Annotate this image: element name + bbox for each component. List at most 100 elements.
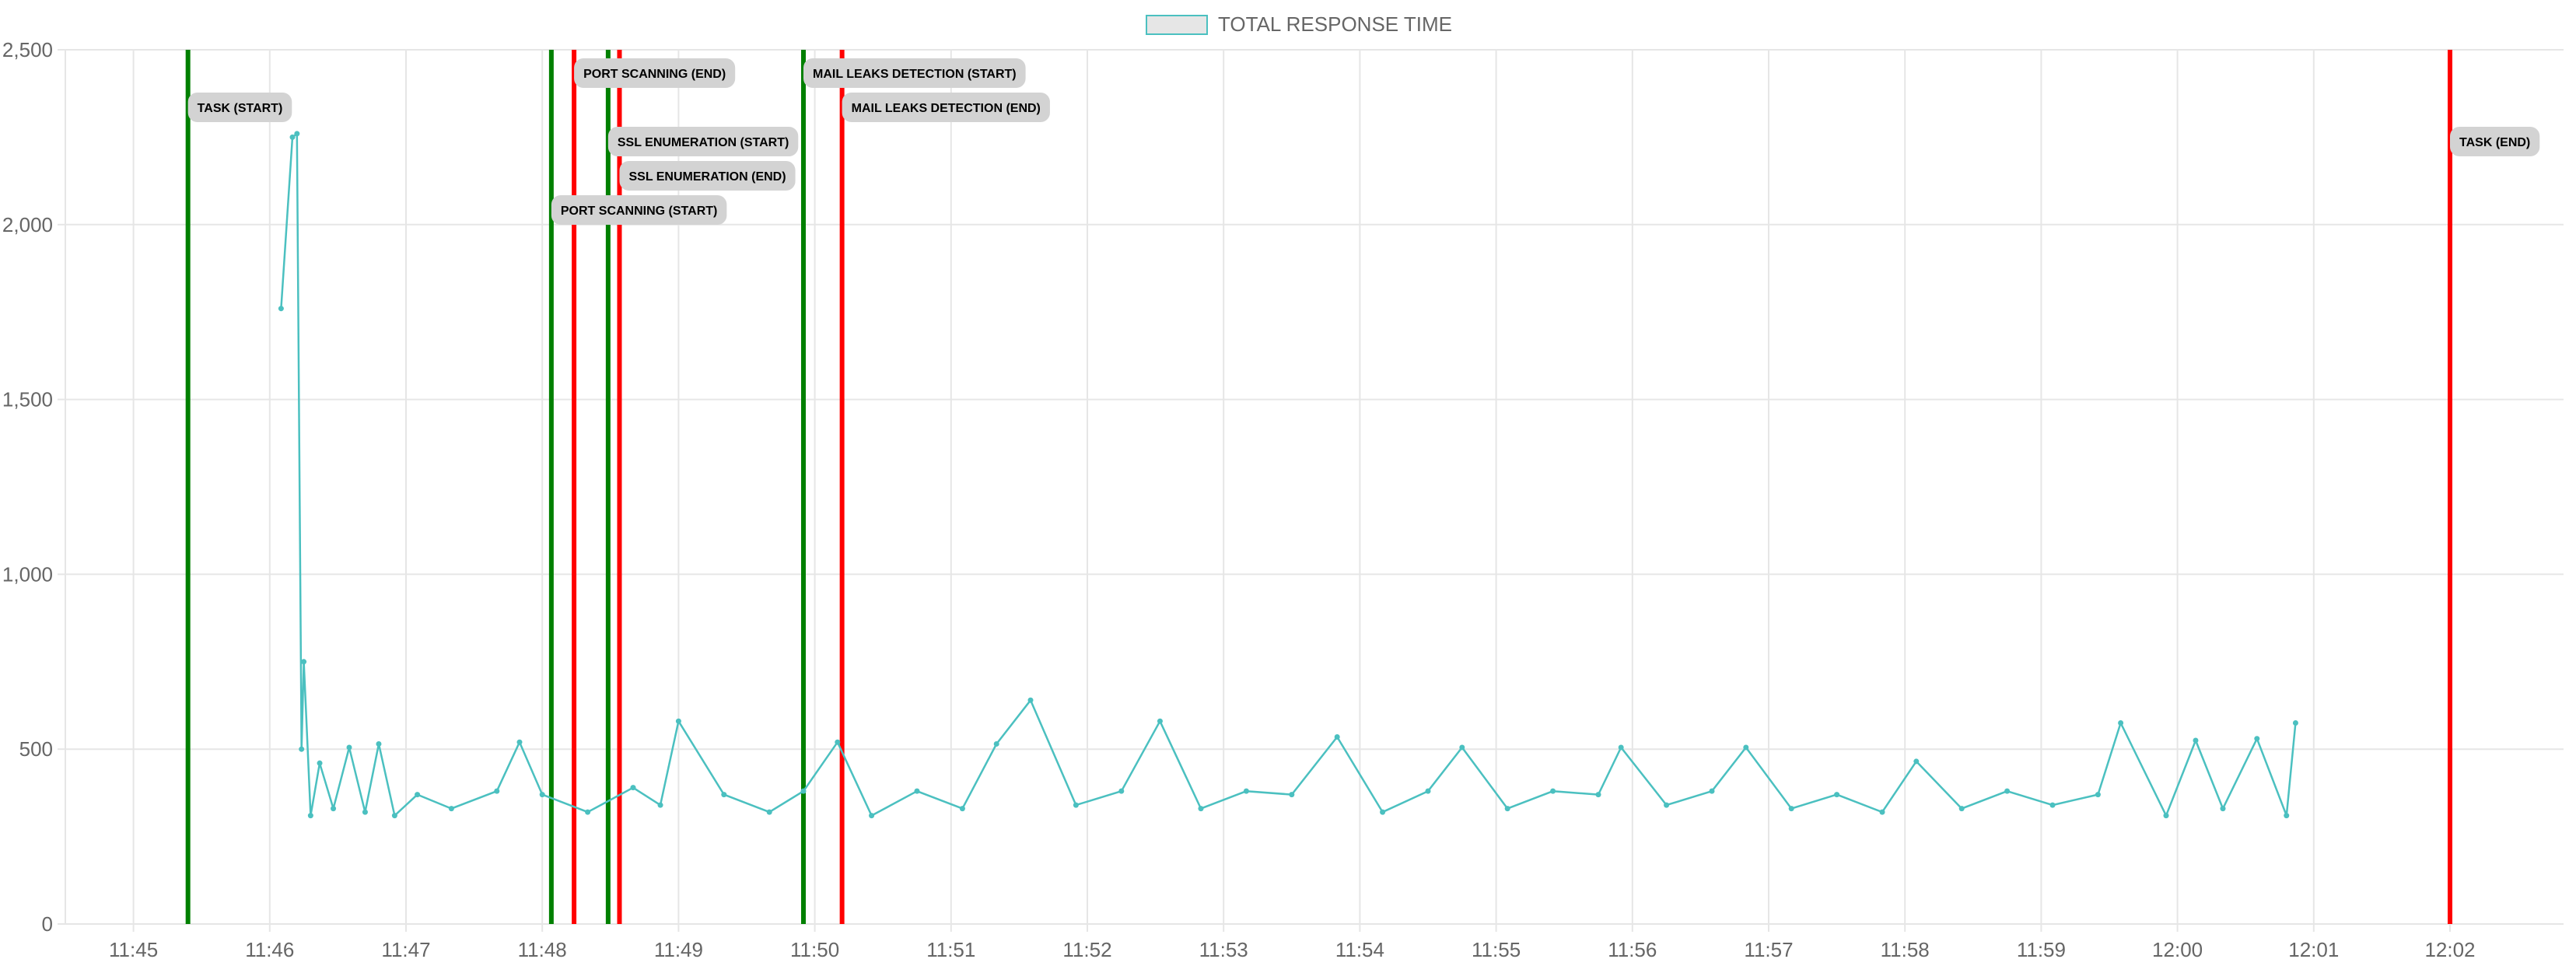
annotation-label-text: TASK (END)	[2459, 136, 2530, 149]
annotation-label[interactable]: TASK (START)	[187, 93, 292, 122]
x-tick-label: 12:02	[2424, 938, 2475, 961]
data-point[interactable]	[494, 788, 500, 794]
data-point[interactable]	[1958, 806, 1965, 812]
data-point[interactable]	[1334, 733, 1340, 740]
data-point[interactable]	[1073, 802, 1079, 808]
annotation-label[interactable]: SSL ENUMERATION (START)	[607, 127, 799, 156]
data-point[interactable]	[294, 131, 300, 137]
x-tick-label: 11:45	[109, 938, 158, 961]
data-point[interactable]	[766, 809, 772, 815]
data-point[interactable]	[448, 806, 454, 812]
data-point[interactable]	[2292, 719, 2298, 726]
data-point[interactable]	[914, 788, 920, 794]
annotation-label-box	[2450, 127, 2540, 156]
grid-layer	[65, 49, 2564, 925]
annotation-label-box	[607, 127, 799, 156]
data-point[interactable]	[630, 785, 636, 791]
data-point[interactable]	[299, 746, 305, 752]
annotation-label[interactable]: TASK (END)	[2450, 127, 2540, 156]
y-tick-label: 2,000	[2, 213, 53, 236]
data-point[interactable]	[1879, 809, 1885, 815]
data-point[interactable]	[2193, 737, 2199, 744]
data-point[interactable]	[1595, 792, 1601, 798]
data-point[interactable]	[2284, 813, 2290, 819]
annotation-label[interactable]: SSL ENUMERATION (END)	[619, 161, 796, 191]
data-point[interactable]	[317, 760, 323, 766]
series-layer	[278, 131, 2298, 819]
data-point[interactable]	[1664, 802, 1670, 808]
data-point[interactable]	[1504, 806, 1510, 812]
annotation-label-text: MAIL LEAKS DETECTION (START)	[813, 68, 1017, 81]
data-point[interactable]	[1743, 744, 1749, 751]
data-point[interactable]	[1618, 744, 1624, 751]
data-point[interactable]	[1243, 788, 1249, 794]
data-point[interactable]	[1118, 788, 1125, 794]
data-point[interactable]	[278, 306, 284, 312]
data-point[interactable]	[362, 809, 368, 815]
annotation-lines	[185, 50, 2452, 924]
x-tick-label: 11:57	[1744, 938, 1793, 961]
data-point[interactable]	[2049, 802, 2056, 808]
annotation-label-box	[187, 93, 292, 122]
data-point[interactable]	[959, 806, 965, 812]
data-point[interactable]	[346, 744, 352, 751]
x-tick-label: 11:51	[926, 938, 975, 961]
annotation-label-text: MAIL LEAKS DETECTION (END)	[852, 102, 1041, 115]
data-point[interactable]	[675, 718, 681, 724]
data-point[interactable]	[2095, 792, 2101, 798]
x-tick-label: 11:56	[1608, 938, 1657, 961]
x-tick-label: 12:01	[2288, 938, 2339, 961]
annotation-label[interactable]: MAIL LEAKS DETECTION (END)	[842, 93, 1050, 122]
annotation-label-box	[551, 195, 727, 225]
x-tick-label: 11:52	[1062, 938, 1111, 961]
data-point[interactable]	[289, 134, 296, 140]
data-point[interactable]	[301, 659, 307, 665]
data-point[interactable]	[2220, 806, 2226, 812]
data-point[interactable]	[1198, 806, 1204, 812]
data-point[interactable]	[376, 740, 382, 747]
x-tick-label: 11:59	[2017, 938, 2066, 961]
data-point[interactable]	[585, 809, 591, 815]
annotation-label[interactable]: MAIL LEAKS DETECTION (START)	[803, 58, 1026, 88]
data-point[interactable]	[835, 739, 841, 745]
data-point[interactable]	[2163, 813, 2169, 819]
data-point[interactable]	[869, 813, 875, 819]
data-point[interactable]	[307, 813, 313, 819]
data-point[interactable]	[1913, 758, 1920, 765]
data-point[interactable]	[657, 802, 663, 808]
data-point[interactable]	[1550, 788, 1556, 794]
data-point[interactable]	[800, 788, 807, 794]
annotation-label-text: PORT SCANNING (END)	[583, 68, 726, 81]
data-point[interactable]	[391, 813, 397, 819]
legend[interactable]: TOTAL RESPONSE TIME	[1146, 12, 1452, 36]
data-point[interactable]	[1834, 792, 1840, 798]
x-tick-label: 11:49	[654, 938, 703, 961]
x-tick-label: 11:46	[245, 938, 294, 961]
data-point[interactable]	[1027, 697, 1034, 703]
x-tick-label: 11:58	[1881, 938, 1930, 961]
data-point[interactable]	[1709, 788, 1715, 794]
data-point[interactable]	[2254, 736, 2260, 742]
data-point[interactable]	[415, 792, 421, 798]
data-point[interactable]	[2118, 719, 2124, 726]
data-point[interactable]	[1459, 744, 1465, 751]
y-tick-label: 2,500	[2, 38, 53, 61]
annotation-label[interactable]: PORT SCANNING (START)	[551, 195, 727, 225]
series-line	[280, 132, 2297, 817]
data-point[interactable]	[2004, 788, 2011, 794]
data-point[interactable]	[1157, 718, 1163, 724]
data-point[interactable]	[516, 739, 523, 745]
data-point[interactable]	[539, 792, 545, 798]
annotation-label-text: PORT SCANNING (START)	[561, 205, 717, 218]
data-point[interactable]	[993, 740, 999, 747]
data-point[interactable]	[721, 792, 727, 798]
legend-swatch[interactable]	[1146, 15, 1208, 35]
data-point[interactable]	[331, 806, 337, 812]
data-point[interactable]	[1788, 806, 1794, 812]
data-point[interactable]	[1425, 788, 1431, 794]
data-point[interactable]	[1289, 792, 1295, 798]
annotation-label[interactable]: PORT SCANNING (END)	[574, 58, 736, 88]
data-point[interactable]	[1380, 809, 1386, 815]
axes: 0 500 1,000 1,500 2,000 2,500 11:45 11:46 11:47 1…	[2, 38, 2476, 961]
